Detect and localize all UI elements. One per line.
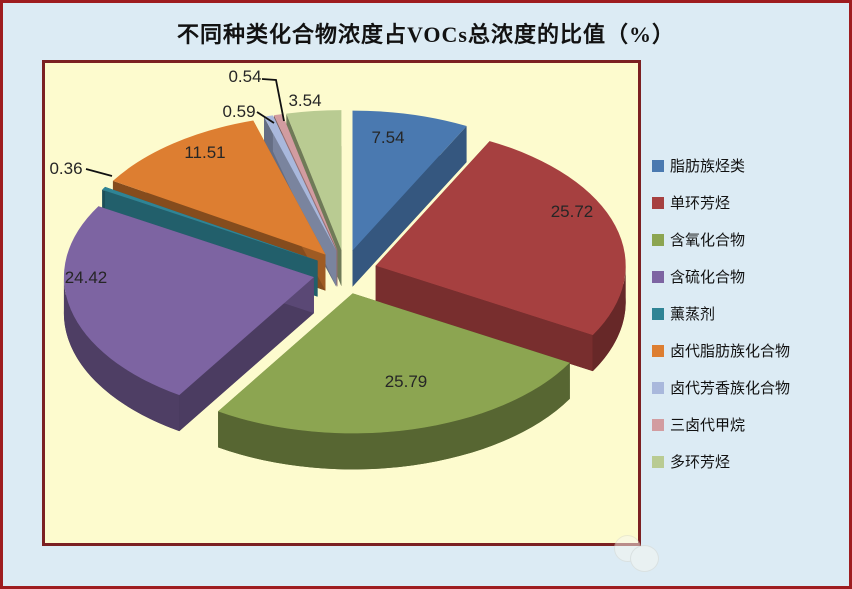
legend-item-6: 卤代芳香族化合物 — [652, 369, 790, 406]
legend-label: 卤代芳香族化合物 — [670, 381, 791, 397]
legend-label: 脂肪族烃类 — [670, 159, 746, 175]
legend-swatch-icon — [652, 159, 664, 172]
legend-swatch-icon — [652, 381, 664, 394]
legend-swatch-icon — [652, 418, 664, 431]
watermark-circle — [630, 545, 659, 572]
legend-label: 三卤代甲烷 — [670, 418, 746, 434]
legend: 脂肪族烃类单环芳烃含氧化合物含硫化合物薰蒸剂卤代脂肪族化合物 卤代芳香族化合物 三卤… — [652, 147, 790, 480]
legend-label: 单环芳烃 — [670, 196, 731, 212]
legend-swatch-icon — [652, 344, 664, 357]
legend-swatch-icon — [652, 196, 664, 209]
legend-label: 卤代脂肪族化合物 — [670, 344, 791, 360]
legend-item-7: 三卤代甲烷 — [652, 406, 790, 443]
legend-label: 含氧化合物 — [670, 233, 746, 249]
legend-item-8: 多环芳烃 — [652, 443, 790, 480]
plot-area — [42, 60, 641, 546]
legend-item-0: 脂肪族烃类 — [652, 147, 790, 184]
legend-item-3: 含硫化合物 — [652, 258, 790, 295]
legend-item-2: 含氧化合物 — [652, 221, 790, 258]
legend-item-1: 单环芳烃 — [652, 184, 790, 221]
legend-label: 多环芳烃 — [670, 455, 731, 471]
legend-swatch-icon — [652, 455, 664, 468]
legend-item-4: 薰蒸剂 — [652, 295, 790, 332]
legend-swatch-icon — [652, 307, 664, 320]
chart-title: 不同种类化合物浓度占VOCs总浓度的比值（%） — [176, 22, 675, 47]
legend-label: 含硫化合物 — [670, 270, 746, 286]
legend-label: 薰蒸剂 — [670, 307, 716, 323]
watermark-icon — [612, 533, 676, 575]
legend-swatch-icon — [652, 233, 664, 246]
legend-swatch-icon — [652, 270, 664, 283]
legend-item-5: 卤代脂肪族化合物 — [652, 332, 790, 369]
